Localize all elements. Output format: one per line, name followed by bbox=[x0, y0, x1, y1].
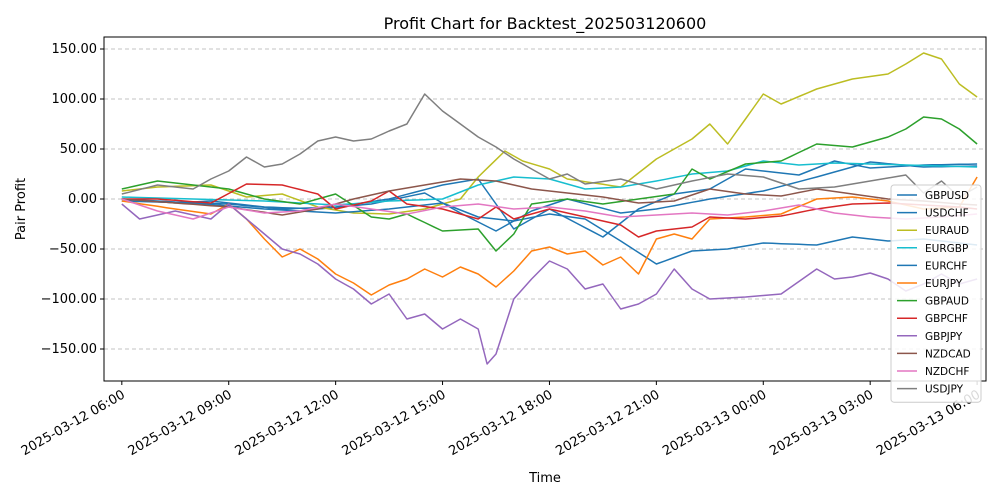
series-line-eurchf bbox=[121, 200, 978, 265]
legend-label: USDCHF bbox=[925, 208, 969, 220]
x-tick-label: 2025-03-12 09:00 bbox=[126, 387, 235, 459]
x-tick-label: 2025-03-13 03:00 bbox=[767, 387, 876, 459]
x-tick-label: 2025-03-12 21:00 bbox=[553, 387, 662, 459]
y-tick-label: 100.00 bbox=[52, 92, 98, 107]
legend-label: NZDCAD bbox=[925, 348, 971, 360]
legend-label: GBPAUD bbox=[925, 296, 969, 308]
legend-label: EURCHF bbox=[925, 260, 967, 272]
y-tick-label: 50.00 bbox=[60, 142, 97, 157]
gridlines bbox=[104, 48, 986, 350]
x-tick-label: 2025-03-12 12:00 bbox=[233, 387, 342, 459]
x-tick-label: 2025-03-12 18:00 bbox=[446, 387, 555, 459]
x-tick-label: 2025-03-12 15:00 bbox=[340, 387, 449, 459]
legend: GBPUSD USDCHF EURAUD EURGBP EURCHF EURJPY GBPA… bbox=[890, 184, 982, 403]
legend-label: EURGBP bbox=[925, 243, 968, 255]
y-tick-label: −50.00 bbox=[49, 242, 97, 257]
legend-label: NZDCHF bbox=[925, 366, 969, 378]
legend-label: GBPUSD bbox=[925, 190, 969, 202]
legend-box bbox=[890, 184, 982, 403]
legend-label: GBPJPY bbox=[925, 331, 963, 343]
y-axis-ticks: 150.00 100.00 50.00 0.00 −50.00 −100.00 −150.0… bbox=[41, 42, 104, 357]
series-line-euraud bbox=[121, 52, 978, 215]
series-line-usdjpy bbox=[121, 93, 978, 198]
y-tick-label: −100.00 bbox=[41, 292, 97, 307]
legend-label: EURAUD bbox=[925, 225, 969, 237]
legend-label: EURJPY bbox=[925, 278, 963, 290]
series-line-eurjpy bbox=[121, 176, 978, 296]
series-line-gbpaud bbox=[121, 116, 978, 252]
series-line-gbpjpy bbox=[121, 203, 978, 365]
x-tick-label: 2025-03-13 00:00 bbox=[660, 387, 769, 459]
y-tick-label: 0.00 bbox=[68, 192, 97, 207]
y-tick-label: 150.00 bbox=[52, 42, 98, 57]
plot-frame bbox=[103, 36, 987, 382]
series-line-gbpchf bbox=[121, 183, 978, 238]
legend-label: USDJPY bbox=[925, 384, 964, 396]
y-tick-label: −150.00 bbox=[41, 342, 97, 357]
x-axis-label: Time bbox=[528, 471, 561, 486]
y-axis-label: Pair Profit bbox=[14, 178, 29, 240]
series-line-nzdchf bbox=[121, 198, 978, 220]
chart-title: Profit Chart for Backtest_202503120600 bbox=[384, 14, 707, 34]
series-lines bbox=[121, 52, 978, 365]
x-tick-label: 2025-03-12 06:00 bbox=[19, 387, 128, 459]
legend-label: GBPCHF bbox=[925, 313, 968, 325]
